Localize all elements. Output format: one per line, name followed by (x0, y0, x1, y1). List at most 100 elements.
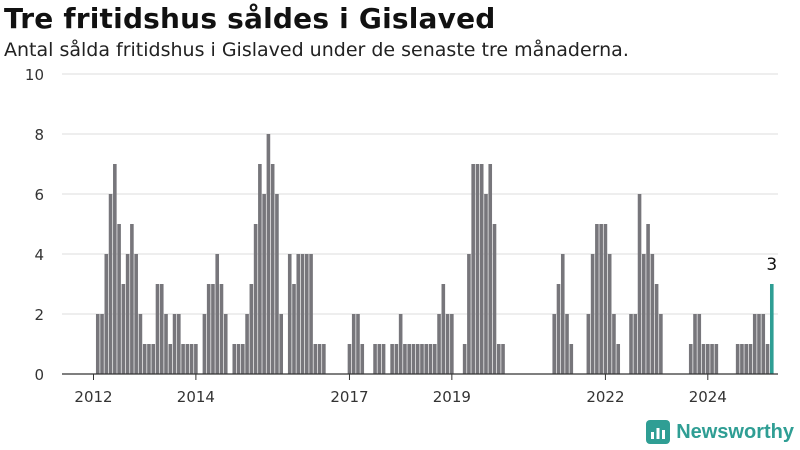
bar (752, 314, 757, 374)
grid-lines (62, 73, 778, 315)
x-tick-label: 2012 (74, 388, 112, 406)
bar (688, 344, 693, 374)
bar (95, 314, 100, 374)
bar (735, 344, 740, 374)
bar (253, 224, 258, 374)
highlight-bar (769, 284, 774, 374)
brand-logo: Newsworthy (646, 420, 794, 444)
bar (701, 344, 706, 374)
x-tick-label: 2017 (330, 388, 368, 406)
bar (420, 344, 424, 374)
bar (211, 284, 215, 374)
bar (206, 284, 211, 374)
bar (706, 344, 710, 374)
bar (270, 164, 275, 374)
bar (125, 254, 130, 374)
bar (637, 194, 642, 374)
bar (599, 224, 603, 374)
bar (757, 314, 761, 374)
bar (381, 344, 386, 374)
bar (155, 284, 160, 374)
newsworthy-logo-icon (646, 420, 671, 444)
chart-subtitle: Antal sålda fritidshus i Gislaved under … (4, 39, 629, 61)
bar (501, 344, 505, 374)
x-tick-label: 2014 (177, 388, 215, 406)
bar (108, 194, 113, 374)
y-tick-label: 0 (34, 366, 44, 384)
bar (556, 284, 561, 374)
bar (693, 314, 697, 374)
bar (185, 344, 190, 374)
bar (475, 164, 480, 374)
bar (484, 194, 488, 374)
y-tick-label: 8 (34, 126, 44, 144)
bar (189, 344, 194, 374)
bar (142, 344, 147, 374)
bar (603, 224, 608, 374)
bar (710, 344, 714, 374)
bar (317, 344, 322, 374)
bar (130, 224, 134, 374)
bar (748, 344, 753, 374)
bar (266, 134, 271, 374)
bar (586, 314, 591, 374)
bar (565, 314, 569, 374)
bar (394, 344, 399, 374)
bar (322, 344, 326, 374)
bar (428, 344, 433, 374)
bar (467, 254, 471, 374)
bar (590, 254, 595, 374)
y-tick-label: 10 (25, 66, 44, 84)
bar (151, 344, 156, 374)
brand-name: Newsworthy (676, 420, 794, 443)
bar (398, 314, 403, 374)
bar (313, 344, 318, 374)
bar (437, 314, 441, 374)
y-tick-label: 6 (34, 186, 44, 204)
bar (305, 254, 309, 374)
bar (147, 344, 151, 374)
bar (765, 344, 770, 374)
bar (258, 164, 262, 374)
bar (241, 344, 245, 374)
bar (761, 314, 766, 374)
bar (612, 314, 616, 374)
bar (659, 314, 663, 374)
bar (377, 344, 382, 374)
bar (236, 344, 241, 374)
bar (450, 314, 454, 374)
bar (138, 314, 143, 374)
bar (219, 284, 224, 374)
bar (134, 254, 138, 374)
bar (424, 344, 429, 374)
bar (309, 254, 313, 374)
bar (740, 344, 744, 374)
bar (279, 314, 284, 374)
bar (629, 314, 633, 374)
bar (479, 164, 484, 374)
bars (95, 134, 774, 374)
bar (159, 284, 164, 374)
bar (390, 344, 394, 374)
bar (245, 314, 249, 374)
bar (215, 254, 220, 374)
bar (552, 314, 557, 374)
bar (607, 254, 612, 374)
bar (104, 254, 109, 374)
bar (360, 344, 365, 374)
bar (407, 344, 411, 374)
bar (560, 254, 565, 374)
bar (432, 344, 437, 374)
bar (471, 164, 475, 374)
bar (351, 314, 356, 374)
bar (223, 314, 228, 374)
axes (62, 373, 778, 380)
bar (296, 254, 301, 374)
bar (113, 164, 117, 374)
bar (275, 194, 279, 374)
bar (373, 344, 377, 374)
bar (232, 344, 237, 374)
bar (249, 284, 254, 374)
y-tick-label: 2 (34, 306, 44, 324)
bar (441, 284, 446, 374)
